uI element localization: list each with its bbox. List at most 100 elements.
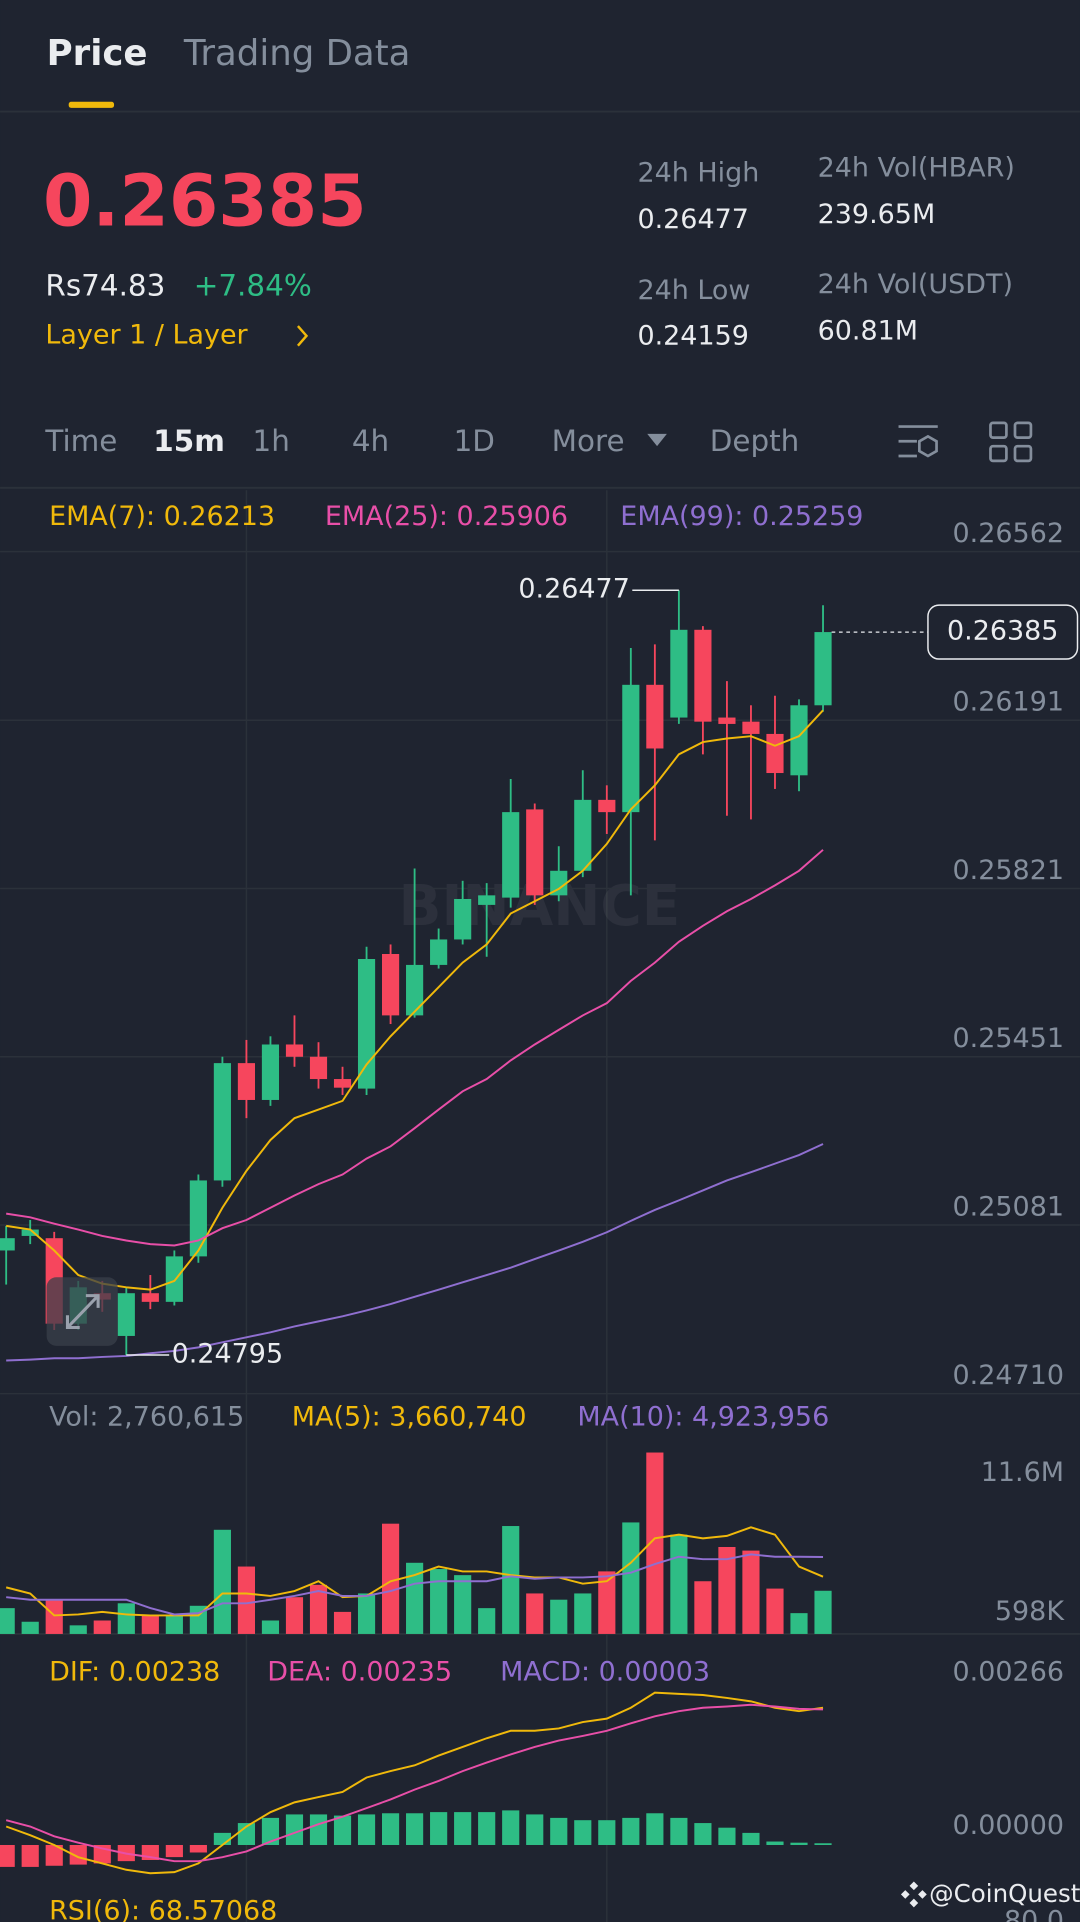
interval[interactable]: 1h (253, 424, 290, 458)
bar (381, 1813, 400, 1845)
candle-body (406, 964, 424, 1016)
current-price-tag (927, 604, 1079, 660)
bar (285, 1814, 304, 1845)
candle-body (0, 1238, 15, 1251)
line (6, 849, 824, 1247)
stat-label: 24h Vol(HBAR) (818, 153, 1015, 184)
bar (694, 1581, 712, 1634)
bar (718, 1546, 736, 1634)
bar (69, 1844, 87, 1865)
bar (261, 1817, 280, 1845)
bar (333, 1611, 352, 1634)
candle-body (646, 684, 664, 749)
y-tick-label: 0.25821 (953, 855, 1064, 886)
settings-icon[interactable] (898, 425, 938, 458)
interval[interactable]: 1D (454, 424, 495, 458)
legend-entry: DEA: 0.00235 (267, 1657, 452, 1688)
legend-entry: MACD: 0.00003 (500, 1657, 710, 1688)
candle-body (550, 870, 568, 896)
bar (814, 1843, 832, 1845)
bar (237, 1566, 256, 1634)
high-annotation: 0.26477 (518, 574, 629, 605)
bar (309, 1584, 328, 1634)
candle-body (670, 629, 688, 718)
bar (742, 1550, 760, 1634)
bar (69, 1625, 87, 1634)
line (5, 1526, 824, 1617)
fiat-price: Rs74.83 (45, 268, 165, 302)
interval-depth[interactable]: Depth (710, 424, 800, 458)
legend-entry: EMA(99): 0.25259 (620, 501, 863, 532)
interval[interactable]: Time (44, 424, 117, 458)
bar (574, 1820, 592, 1845)
candle-body (526, 809, 544, 896)
bar (93, 1620, 111, 1634)
tab-trading-data[interactable]: Trading Data (183, 33, 411, 74)
bar (406, 1562, 424, 1634)
legend-entry: Vol: 2,760,615 (49, 1402, 244, 1433)
candle-body (430, 939, 448, 965)
bar (790, 1613, 808, 1634)
interval[interactable]: 4h (352, 424, 389, 458)
y-tick-label: 0.25451 (953, 1023, 1064, 1054)
bar (0, 1608, 15, 1634)
bar (766, 1841, 784, 1845)
bar (670, 1817, 688, 1845)
bar (213, 1832, 231, 1845)
bar (237, 1823, 256, 1845)
y-tick-label: 0.25081 (953, 1191, 1064, 1222)
bar (598, 1820, 616, 1845)
bar (430, 1569, 448, 1634)
interval-more[interactable]: More (552, 424, 625, 458)
candle-body (309, 1056, 328, 1080)
stat-value: 0.26477 (637, 204, 748, 235)
bar (550, 1599, 568, 1634)
stat-label: 24h High (637, 158, 759, 189)
bar (430, 1812, 448, 1845)
candle-body (333, 1079, 352, 1088)
bar (814, 1590, 832, 1634)
bar (622, 1522, 640, 1634)
candle-body (598, 799, 616, 813)
y-tick-label: 598K (995, 1596, 1065, 1627)
candle-body (189, 1180, 207, 1257)
candle-body (117, 1293, 135, 1336)
y-tick-label: 0.00000 (953, 1810, 1064, 1841)
candle-body (237, 1063, 256, 1100)
candle-body (381, 954, 400, 1016)
candle-body (165, 1256, 183, 1302)
chevron (296, 325, 309, 347)
bar (646, 1813, 664, 1845)
candle-body (718, 717, 736, 724)
bar (165, 1615, 183, 1634)
stat-value: 0.24159 (637, 321, 748, 352)
tab-price[interactable]: Price (47, 33, 148, 74)
candle-body (141, 1293, 159, 1302)
bar (406, 1813, 424, 1845)
bar (742, 1832, 760, 1845)
bar (357, 1814, 376, 1845)
bar (790, 1842, 808, 1845)
rsi-tick-label: 80.0 (1004, 1906, 1064, 1922)
candle-body (502, 812, 520, 898)
fullscreen-button[interactable] (46, 1277, 118, 1346)
bar (574, 1593, 592, 1634)
candle-body (261, 1044, 280, 1100)
line (6, 709, 824, 1291)
bar (45, 1844, 63, 1866)
candle-body (694, 629, 712, 722)
layout-icon[interactable] (989, 421, 1033, 463)
sector-tag[interactable]: Layer 1 / Layer (45, 319, 248, 350)
bar (333, 1815, 352, 1845)
candle-body (478, 895, 496, 905)
candle-body (454, 898, 472, 940)
bar (0, 1844, 15, 1867)
rsi-legend: RSI(6): 68.57068 (49, 1896, 277, 1922)
candle-body (574, 799, 592, 871)
interval-active[interactable]: 15m (153, 424, 225, 458)
bar (502, 1526, 520, 1634)
bar (622, 1817, 640, 1845)
current-price: 0.26385 (947, 616, 1058, 647)
candle-body (622, 684, 640, 813)
